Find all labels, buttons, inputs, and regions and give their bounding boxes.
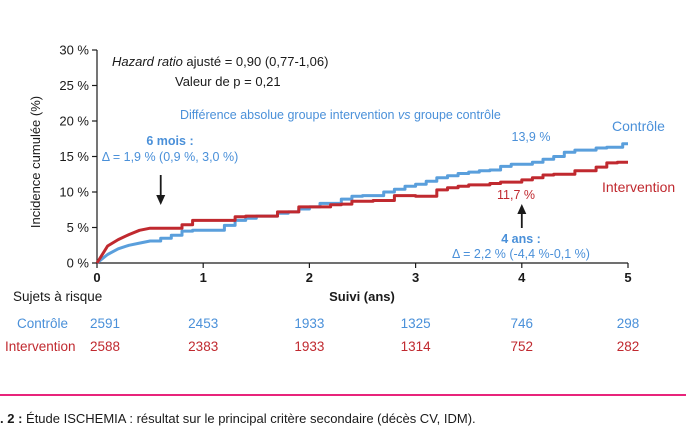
at-risk-intervention-value: 282 [617,339,640,354]
six-months-value: Δ = 1,9 % (0,9 %, 3,0 %) [102,150,239,164]
figure-caption: . 2 : Étude ISCHEMIA : résultat sur le p… [0,411,476,426]
y-tick-label: 30 % [59,43,89,58]
six-months-arrow [156,175,166,205]
y-tick-label: 15 % [59,149,89,164]
series-line-controle [96,142,628,265]
legend-controle: Contrôle [612,118,665,134]
at-risk-intervention-value: 2383 [188,339,218,354]
y-ticks: 0 % 5 % 10 % 15 % 20 % 25 % 30 % [59,43,97,271]
at-risk-controle-values: 2591 2453 1933 1325 746 298 [90,316,639,331]
six-months-title: 6 mois : [146,134,193,148]
x-axis-label: Suivi (ans) [329,289,395,304]
at-risk-controle-value: 2453 [188,316,218,331]
series-line-intervention [95,160,628,264]
at-risk-intervention-value: 752 [511,339,534,354]
four-years-value: Δ = 2,2 % (-4,4 %-0,1 %) [452,247,590,261]
x-tick-label: 3 [412,270,419,285]
at-risk-intervention-value: 1314 [401,339,432,354]
at-risk-intervention-values: 2588 2383 1933 1314 752 282 [90,339,639,354]
intervention-4y-value: 11,7 % [497,188,535,202]
difference-title: Différence absolue groupe intervention v… [180,108,501,122]
y-tick-label: 5 % [67,220,90,235]
x-ticks: 0 1 2 3 4 5 [93,263,632,285]
at-risk-controle-value: 1325 [401,316,431,331]
controle-4y-value: 13,9 % [512,130,551,144]
x-tick-label: 1 [200,270,207,285]
x-tick-label: 0 [93,270,100,285]
y-tick-label: 0 % [67,256,90,271]
four-years-title: 4 ans : [501,232,541,246]
x-tick-label: 5 [624,270,631,285]
y-tick-label: 20 % [59,114,89,129]
hazard-ratio-annotation: Hazard ratio ajusté = 0,90 (0,77-1,06) [112,54,328,69]
figure-number: . 2 : [0,411,23,426]
four-years-arrow [517,204,527,228]
at-risk-controle-label: Contrôle [17,316,68,331]
x-tick-label: 4 [518,270,526,285]
at-risk-intervention-label: Intervention [5,339,76,354]
caption-text: Étude ISCHEMIA : résultat sur le princip… [22,411,476,426]
y-axis-label: Incidence cumulée (%) [28,96,43,228]
at-risk-controle-value: 298 [617,316,640,331]
y-tick-label: 25 % [59,78,89,93]
at-risk-controle-value: 2591 [90,316,120,331]
p-value-annotation: Valeur de p = 0,21 [175,74,281,89]
at-risk-controle-value: 1933 [294,316,324,331]
legend-intervention: Intervention [602,179,675,195]
at-risk-intervention-value: 1933 [294,339,324,354]
y-tick-label: 10 % [59,185,89,200]
at-risk-intervention-value: 2588 [90,339,120,354]
at-risk-controle-value: 746 [511,316,534,331]
x-tick-label: 2 [306,270,313,285]
caption-separator [0,394,686,396]
at-risk-title: Sujets à risque [13,289,102,304]
